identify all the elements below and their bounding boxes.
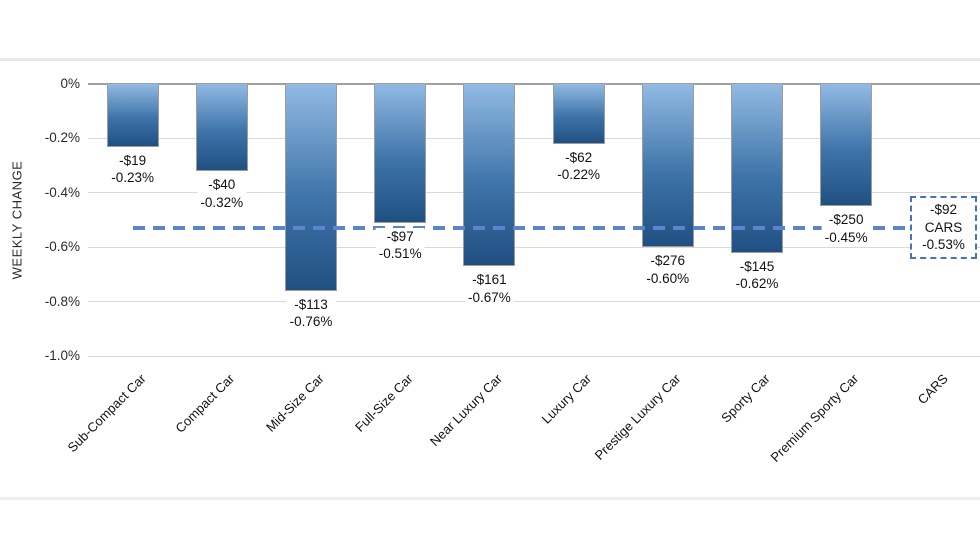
bottom-divider — [0, 497, 980, 500]
y-axis-title: WEEKLY CHANGE — [9, 160, 25, 280]
x-axis-zero-line — [88, 83, 980, 85]
bar-dollar-label: -$161 — [472, 272, 507, 288]
bar-percent-label: -0.76% — [289, 314, 333, 330]
bar-dollar-label: -$40 — [208, 177, 236, 193]
x-category-label: Sporty Car — [718, 371, 773, 426]
y-tick-label: -0.6% — [44, 239, 80, 255]
x-category-label: CARS — [914, 371, 952, 408]
y-tick-label: -0.2% — [44, 130, 80, 146]
top-divider — [0, 58, 980, 61]
gridline — [88, 246, 980, 248]
annotation-series-name: CARS — [924, 219, 963, 235]
bar-dollar-label: -$19 — [119, 152, 147, 168]
gridline — [88, 137, 980, 139]
bar — [552, 84, 605, 144]
bar — [285, 84, 337, 291]
y-tick-label: -1.0% — [44, 348, 80, 363]
bar-percent-label: -0.45% — [824, 229, 868, 245]
y-tick-label: 0% — [60, 76, 80, 91]
bar — [374, 84, 427, 223]
bar — [463, 84, 516, 267]
bar-value-label: -$40 -0.32% — [197, 176, 247, 212]
bar-value-label: -$276 -0.60% — [643, 252, 693, 288]
bar-dollar-label: -$113 — [294, 296, 328, 312]
bar-percent-label: -0.62% — [735, 276, 779, 292]
cars-annotation-box: -$92 CARS -0.53% — [910, 196, 977, 259]
y-tick-label: -0.8% — [44, 293, 80, 309]
bar-percent-label: -0.22% — [557, 167, 600, 183]
x-category-label: Prestige Luxury Car — [591, 371, 684, 463]
x-category-label: Premium Sporty Car — [767, 371, 862, 465]
bar-value-label: -$62 -0.22% — [554, 148, 603, 184]
bar-percent-label: -0.67% — [468, 289, 511, 305]
cars-average-reference-line — [133, 226, 905, 231]
bar — [195, 84, 248, 172]
bar-dollar-label: -$97 — [386, 228, 414, 244]
x-category-label: Compact Car — [172, 371, 238, 436]
bar — [731, 84, 783, 253]
x-category-label: Luxury Car — [538, 371, 595, 427]
bar-percent-label: -0.60% — [646, 270, 690, 286]
annotation-dollar-value: -$92 — [929, 202, 958, 218]
bar — [820, 84, 873, 207]
bar-value-label: -$97 -0.51% — [375, 227, 425, 263]
bar-dollar-label: -$62 — [565, 149, 593, 165]
annotation-percent-value: -0.53% — [922, 237, 965, 253]
x-category-label: Full-Size Car — [352, 371, 416, 435]
bar-dollar-label: -$276 — [650, 253, 686, 269]
y-tick-label: -0.4% — [44, 184, 80, 200]
x-category-label: Near Luxury Car — [426, 371, 506, 450]
bar-value-label: -$19 -0.23% — [108, 151, 157, 187]
bar-percent-label: -0.51% — [378, 246, 422, 262]
bar-dollar-label: -$145 — [739, 258, 775, 274]
bar-value-label: -$161 -0.67% — [465, 271, 514, 307]
gridline — [88, 192, 980, 194]
gridline — [88, 301, 980, 303]
x-category-label: Mid-Size Car — [262, 371, 327, 435]
bar-percent-label: -0.32% — [200, 194, 244, 210]
bar-percent-label: -0.23% — [111, 170, 154, 186]
bar-value-label: -$250 -0.45% — [821, 211, 871, 247]
bar — [106, 84, 159, 147]
bar-dollar-label: -$250 — [828, 212, 864, 228]
bar — [641, 84, 694, 248]
x-category-label: Sub-Compact Car — [64, 371, 149, 456]
gridline — [88, 355, 980, 357]
bar-value-label: -$145 -0.62% — [732, 257, 782, 293]
bar-value-label: -$113 -0.76% — [286, 295, 336, 331]
